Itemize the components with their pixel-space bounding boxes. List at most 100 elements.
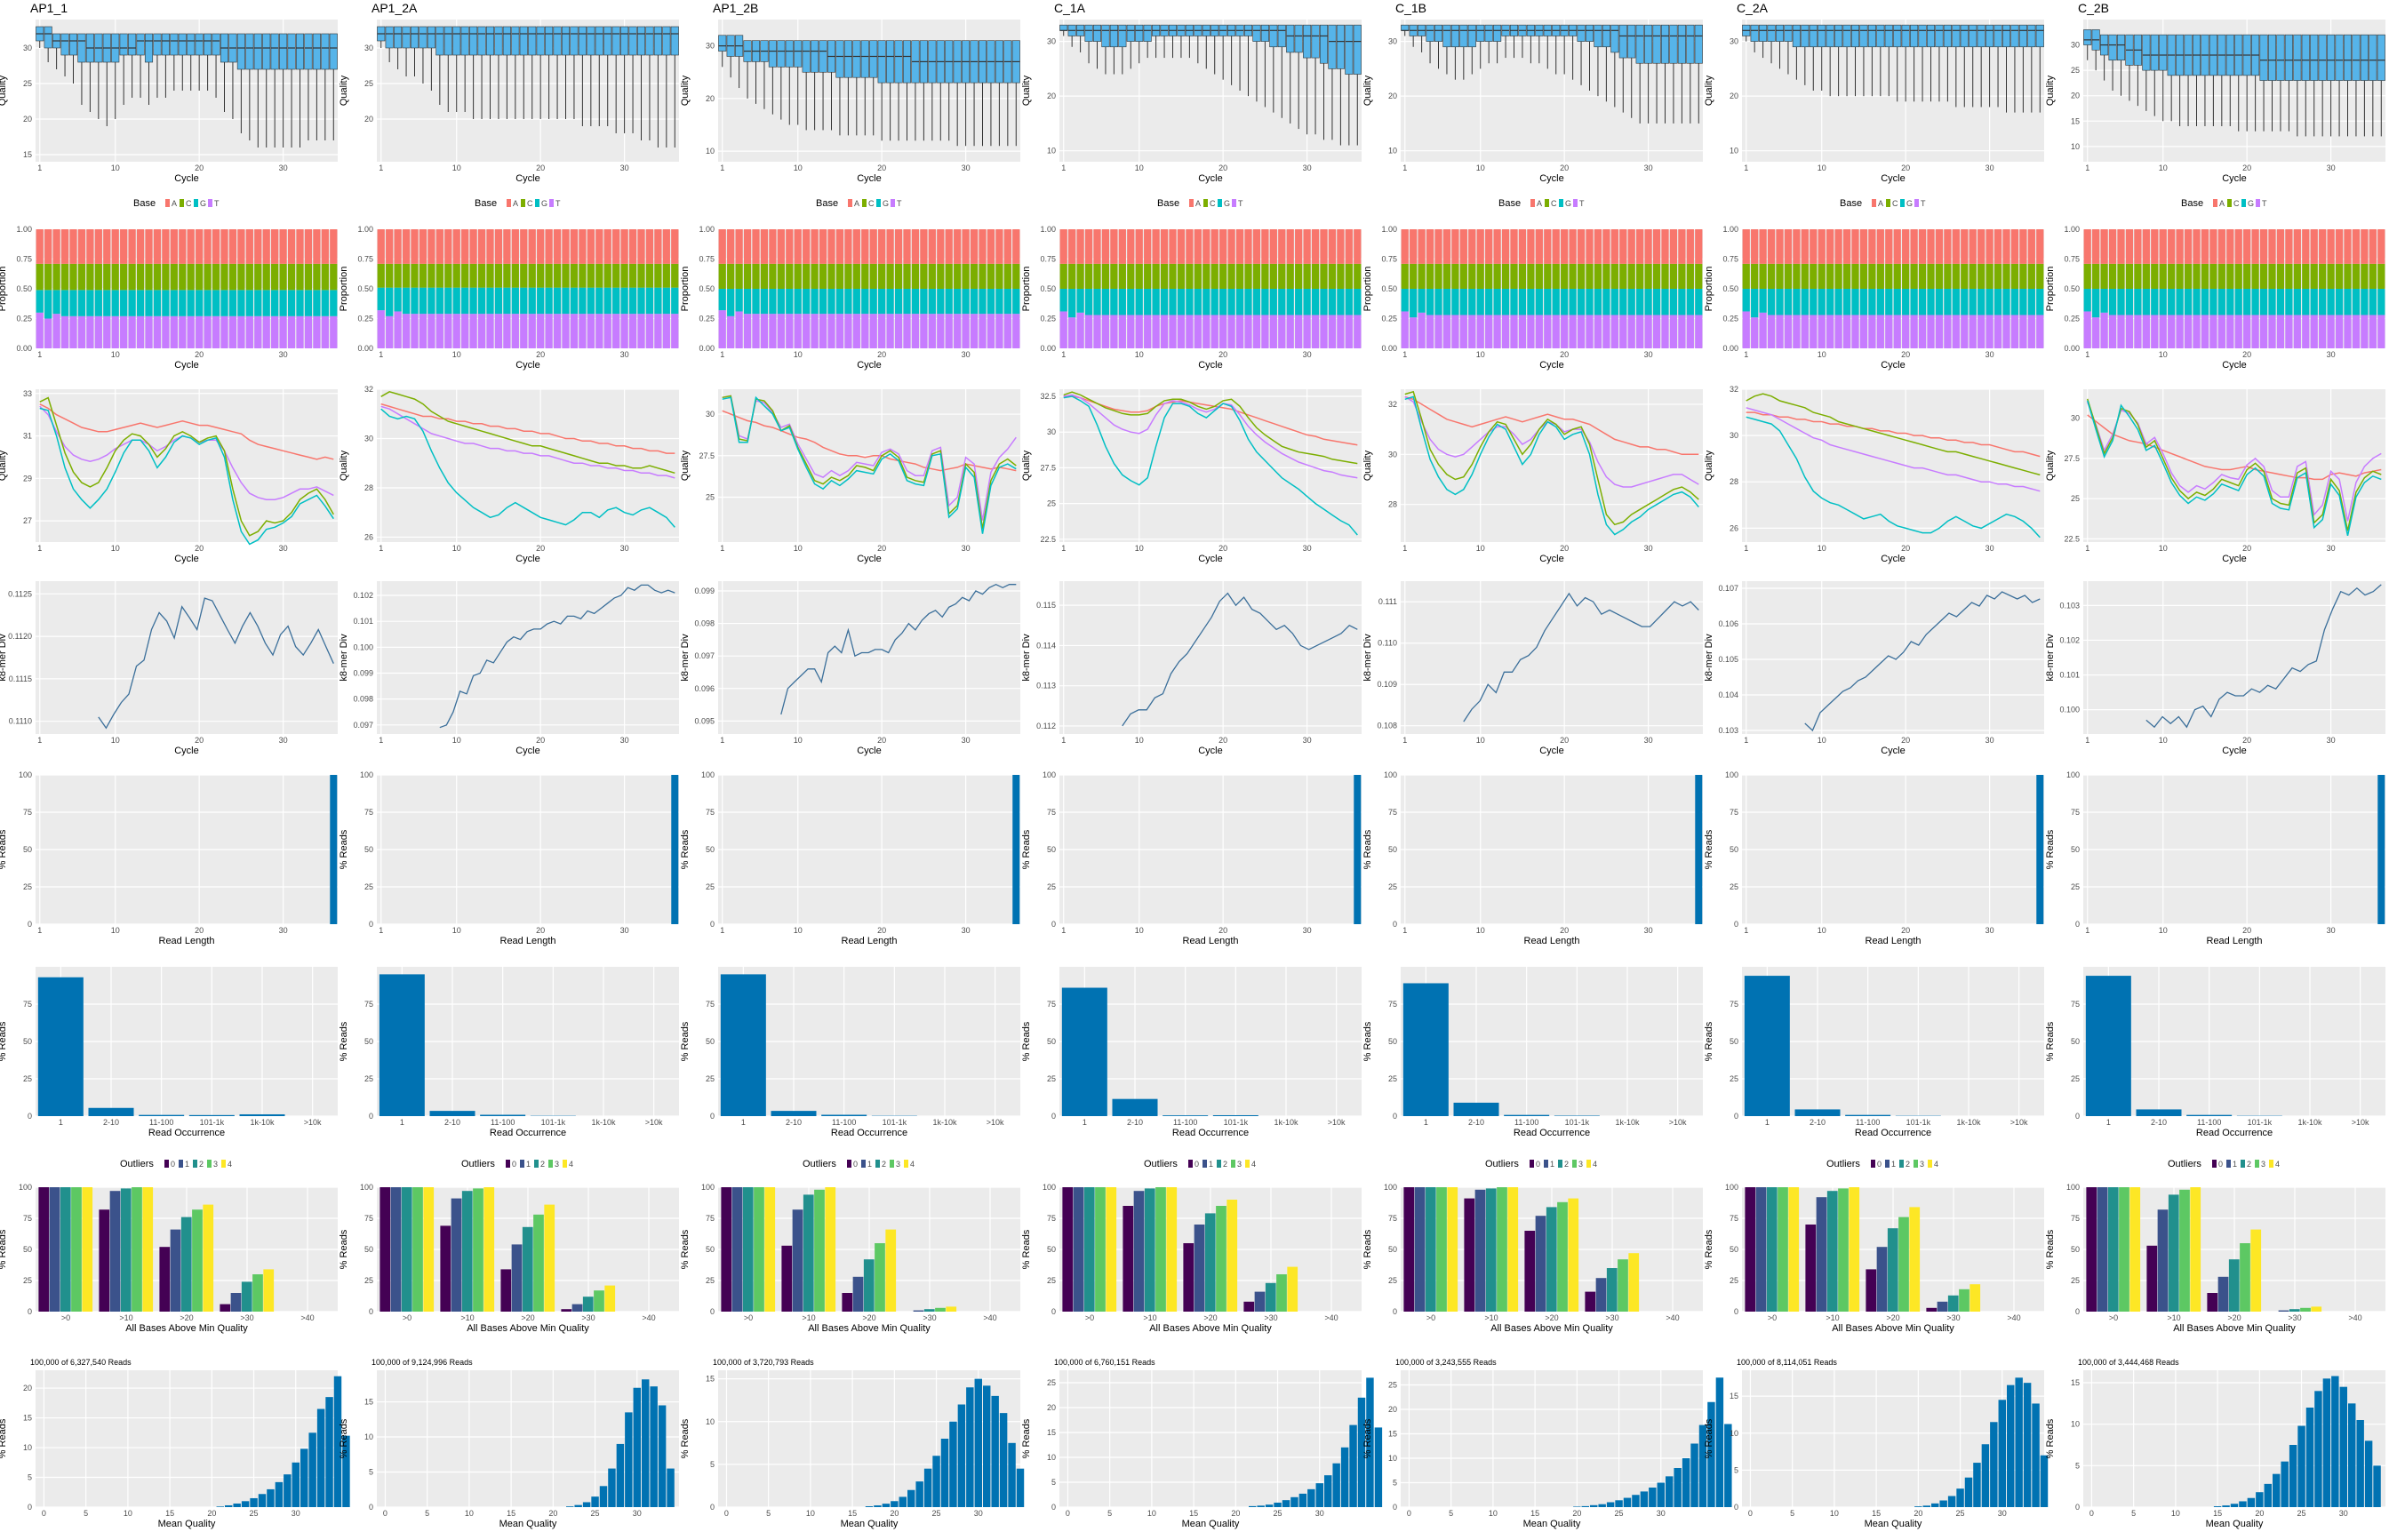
stacked-bar-segment-G [1434, 289, 1442, 315]
panel-background [377, 581, 679, 734]
stacked-bar-segment-A [937, 229, 944, 264]
box [179, 34, 187, 55]
y-tick-label: 0.00 [1722, 344, 1738, 353]
y-tick-label: 0 [28, 1503, 32, 1512]
outlier-bar [512, 1244, 523, 1312]
stacked-bar-segment-C [1426, 264, 1434, 289]
stacked-bar-segment-G [1751, 289, 1758, 317]
histogram-bar [308, 1432, 316, 1507]
y-tick-label: 27 [23, 516, 32, 525]
legend-key-C [2227, 199, 2232, 207]
stacked-bar-segment-T [853, 314, 860, 348]
x-tick-label: >40 [2007, 1313, 2020, 1322]
stacked-bar-segment-A [1312, 229, 1319, 264]
stacked-bar-segment-A [2117, 229, 2124, 264]
stacked-bar-segment-C [120, 264, 127, 290]
stacked-bar-segment-C [2311, 264, 2318, 289]
stacked-bar-segment-G [1468, 289, 1475, 315]
occurrence-bar [89, 1108, 134, 1116]
y-tick-label: 32.5 [1040, 392, 1056, 401]
box [1851, 25, 1859, 47]
y-tick-label: 5 [1393, 1479, 1397, 1488]
y-tick-label: 10 [1047, 1453, 1056, 1462]
x-tick-label: 11-100 [1856, 1118, 1880, 1127]
outlier-bar [853, 1277, 864, 1312]
stacked-bar-segment-G [2002, 289, 2009, 315]
outlier-bar [440, 1225, 451, 1312]
x-tick-label: 1 [379, 164, 383, 172]
stacked-bar-segment-T [1127, 315, 1134, 348]
stacked-bar-segment-G [2028, 289, 2035, 315]
x-tick-label: 1 [379, 350, 383, 359]
box [403, 27, 411, 48]
x-tick-label: 15 [1530, 1509, 1539, 1518]
stacked-bar-segment-G [1843, 289, 1850, 315]
y-tick-label: 25 [1388, 1074, 1397, 1083]
stacked-bar-segment-T [1202, 315, 1210, 348]
outlier-bar [60, 1187, 71, 1312]
stacked-bar-segment-A [1152, 229, 1159, 264]
y-axis-title: % Reads [339, 1418, 349, 1458]
legend-label: A [172, 199, 177, 208]
stacked-bar-segment-A [220, 229, 228, 264]
stacked-bar-segment-C [1451, 264, 1458, 289]
stacked-bar-segment-A [394, 229, 401, 264]
outlier-bar [203, 1205, 213, 1312]
box [145, 34, 153, 62]
stacked-bar-segment-C [1768, 264, 1775, 289]
occurrence-bar [240, 1114, 285, 1116]
stacked-bar-segment-T [212, 316, 220, 348]
box [2083, 29, 2091, 44]
stacked-bar-segment-G [512, 288, 519, 314]
box [1785, 25, 1793, 41]
stacked-bar-segment-C [861, 264, 868, 289]
stacked-bar-segment-A [1544, 229, 1551, 264]
stacked-bar-segment-T [52, 314, 60, 348]
y-tick-label: 0.25 [16, 315, 32, 323]
stacked-bar-segment-A [2319, 229, 2326, 264]
x-tick-label: 1k-10k [1956, 1118, 1981, 1127]
y-tick-label: 0 [1393, 920, 1397, 929]
stacked-bar-segment-A [895, 229, 902, 264]
stacked-bar-segment-G [995, 289, 1003, 314]
x-tick-label: 25 [1956, 1509, 1965, 1518]
box [803, 41, 811, 73]
stacked-bar-segment-A [36, 229, 44, 264]
stacked-bar-segment-A [86, 229, 93, 264]
stacked-bar-segment-T [819, 314, 827, 348]
x-axis-title: Cycle [2222, 173, 2247, 184]
stacked-bar-segment-T [620, 314, 627, 348]
y-tick-label: 75 [364, 1000, 373, 1009]
stacked-bar-segment-G [853, 289, 860, 314]
stacked-bar-segment-G [987, 289, 995, 314]
outlier-bar [2311, 1306, 2321, 1312]
legend-label: 1 [1209, 1160, 1213, 1169]
histogram-bar [1590, 1505, 1597, 1507]
y-tick-label: 0.50 [16, 284, 32, 293]
stacked-bar-segment-A [486, 229, 493, 264]
x-axis-title: Cycle [174, 360, 199, 371]
outlier-bar [1778, 1187, 1788, 1312]
stacked-bar-segment-G [61, 290, 68, 315]
stacked-bar-segment-G [162, 290, 169, 315]
legend-label: A [854, 199, 859, 208]
x-tick-label: 30 [620, 926, 629, 935]
stacked-bar-segment-G [795, 289, 802, 314]
y-tick-label: 0.097 [353, 721, 373, 730]
stacked-bar-segment-C [2185, 264, 2192, 289]
stacked-bar-segment-A [229, 229, 236, 264]
stacked-bar-segment-T [520, 314, 527, 348]
y-tick-label: 30 [706, 42, 715, 51]
stacked-bar-segment-C [1337, 264, 1344, 289]
x-tick-label: 30 [1986, 926, 1994, 935]
stacked-bar-segment-G [36, 290, 44, 312]
x-tick-label: 20 [877, 736, 886, 745]
x-tick-label: 101-1k [541, 1118, 566, 1127]
stacked-bar-segment-C [2327, 264, 2334, 289]
stacked-bar-segment-T [2011, 315, 2018, 348]
stacked-bar-segment-G [1687, 289, 1694, 315]
box [2369, 35, 2377, 80]
stacked-bar-segment-G [120, 290, 127, 315]
stacked-bar-segment-C [220, 264, 228, 290]
y-tick-label: 27.5 [1040, 463, 1056, 472]
